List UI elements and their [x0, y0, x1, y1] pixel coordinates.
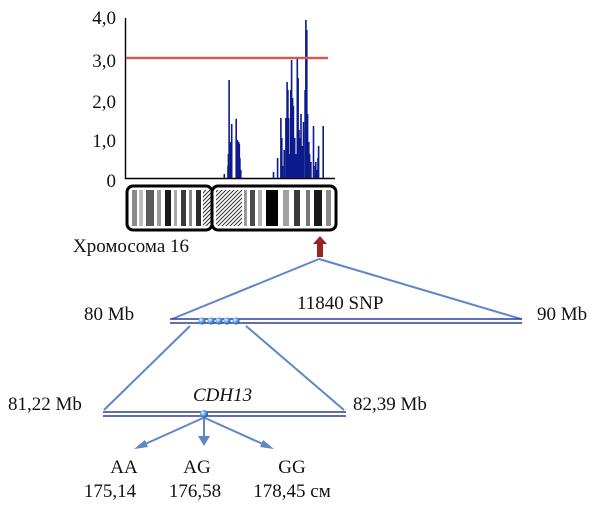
chromosome-band — [314, 190, 322, 226]
chromosome-band — [306, 190, 310, 226]
chromosome-band — [174, 190, 177, 226]
chromosome-band — [165, 190, 171, 226]
chromosome-band — [132, 190, 137, 226]
region-zoom: 80 Mb 90 Mb 11840 SNP — [84, 236, 587, 325]
chromosome-band — [258, 190, 262, 226]
genotype-labels: AA 175,14 AG 176,58 GG 178,45 см — [84, 457, 331, 502]
genotype-arrowhead-aa — [134, 440, 148, 449]
snp-marker — [198, 317, 206, 325]
y-tick-label: 1,0 — [92, 131, 116, 152]
region-start-label: 80 Mb — [84, 304, 134, 325]
snp-count-label: 11840 SNP — [297, 293, 383, 314]
y-axis-ticks: 4,0 3,0 2,0 1,0 0 — [92, 8, 116, 192]
association-plot: 4,0 3,0 2,0 1,0 0 — [92, 8, 335, 192]
snp-marker — [215, 317, 223, 325]
chromosome-band — [326, 190, 331, 226]
gene-end-label: 82,39 Mb — [353, 394, 427, 415]
snp-marker — [232, 317, 240, 325]
guide-line-left — [171, 258, 320, 320]
genotype-arrows — [134, 417, 274, 449]
chromosome-band — [189, 190, 192, 226]
y-tick-label: 4,0 — [92, 8, 116, 29]
bar-series — [223, 20, 325, 178]
snp-marker — [223, 317, 231, 325]
chromosome-band — [250, 190, 255, 226]
gene-start-label: 81,22 Mb — [8, 394, 82, 415]
chromosome-band — [181, 190, 186, 226]
chromosome-band — [139, 190, 143, 226]
chromosome-band — [283, 190, 289, 226]
heterochromatin-region — [216, 190, 242, 226]
genotype-value-aa: 175,14 — [84, 481, 137, 502]
gene-name-label: CDH13 — [193, 385, 252, 406]
y-tick-label: 0 — [107, 171, 117, 192]
gene-snp-marker — [200, 410, 208, 418]
genotype-arrowhead-gg — [260, 440, 274, 449]
region-pointer-arrow — [313, 236, 327, 257]
gene-guide-left — [103, 325, 191, 411]
chromosome-band — [266, 190, 278, 226]
genotype-name-ag: AG — [183, 457, 211, 478]
p-arm-bands — [132, 190, 211, 226]
genotype-name-aa: AA — [110, 457, 138, 478]
genotype-arrow-aa — [142, 417, 204, 446]
chromosome-band — [294, 190, 300, 226]
y-tick-label: 3,0 — [92, 51, 116, 72]
genotype-name-gg: GG — [278, 457, 306, 478]
chromosome-band — [196, 190, 201, 226]
gene-zoom: 81,22 Mb 82,39 Mb CDH13 — [8, 325, 427, 418]
snp-marker — [207, 317, 215, 325]
y-tick-label: 2,0 — [92, 92, 116, 113]
chromosome-band — [157, 190, 161, 226]
guide-line-right — [318, 258, 522, 320]
chromosome-band — [146, 190, 154, 226]
genotype-arrowhead-ag — [198, 436, 210, 446]
chromosome-band — [244, 190, 247, 226]
gene-guide-right — [245, 325, 345, 411]
chromosome-ideogram: Хромосома 16 — [73, 184, 338, 257]
genotype-value-gg: 178,45 см — [253, 481, 330, 502]
genotype-arrow-gg — [204, 417, 266, 446]
genotype-value-ag: 176,58 — [169, 481, 221, 502]
centromere-region — [203, 190, 211, 226]
chromosome-label: Хромосома 16 — [73, 236, 189, 257]
q-arm-bands — [216, 190, 331, 226]
region-end-label: 90 Mb — [537, 304, 587, 325]
snp-cluster — [198, 317, 240, 325]
